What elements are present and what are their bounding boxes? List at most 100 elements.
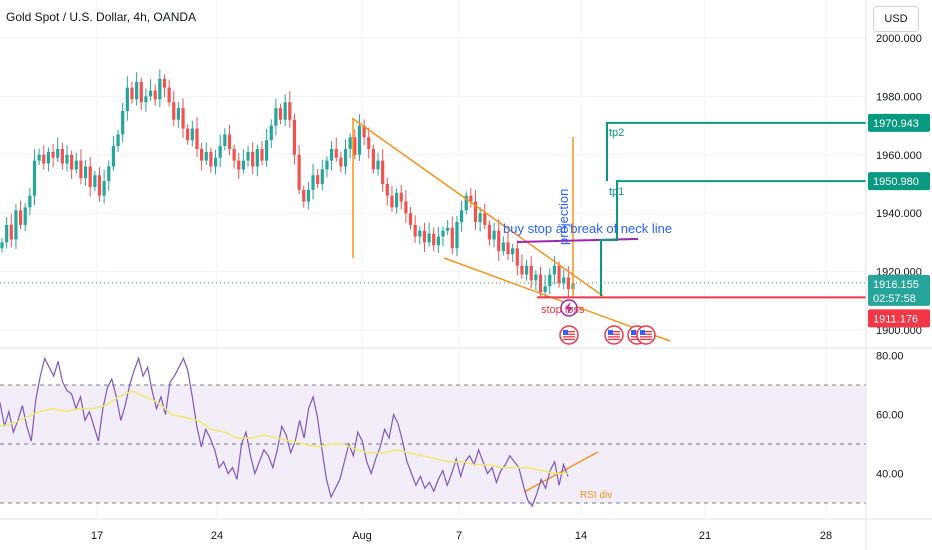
candle	[381, 149, 385, 192]
candle	[511, 243, 515, 262]
candle-body	[121, 111, 125, 135]
candle-body	[135, 81, 139, 100]
candle-body	[543, 286, 547, 293]
candle	[14, 204, 18, 250]
price-badge-text: 1970.943	[873, 118, 919, 130]
candle-body	[418, 230, 422, 237]
candle-body	[176, 108, 181, 120]
candle	[529, 256, 533, 289]
rsi-tick-label: 60.00	[876, 410, 904, 422]
us-event-flag-icon[interactable]	[636, 325, 656, 345]
candle-body	[227, 134, 232, 149]
candle	[274, 98, 278, 136]
candle-body	[158, 78, 162, 100]
us-event-flag-icon[interactable]	[559, 325, 579, 345]
candle	[385, 177, 389, 206]
current-price-badge: 1916.155 02:57:58	[868, 274, 930, 306]
candle	[311, 163, 315, 200]
candle-body	[246, 151, 250, 161]
candle	[497, 219, 501, 261]
candle-body	[376, 160, 380, 170]
wedge-upper-line	[351, 117, 604, 297]
candle	[200, 142, 204, 171]
candle-body	[492, 230, 496, 240]
candle-body	[200, 148, 204, 161]
x-tick-label: 17	[91, 530, 103, 542]
candle-body	[459, 210, 464, 222]
candle-body	[37, 154, 41, 161]
us-event-flag-icon[interactable]	[604, 325, 624, 345]
candle	[125, 76, 129, 121]
candle-body	[548, 274, 552, 287]
candle-body	[74, 160, 78, 170]
candle-body	[116, 134, 120, 147]
candle	[176, 101, 181, 128]
candle	[9, 213, 13, 248]
candle-body	[562, 277, 566, 284]
candle	[265, 128, 269, 167]
y-tick-label: 2000.000	[876, 33, 922, 45]
candle	[548, 268, 552, 295]
candle	[390, 186, 394, 212]
candle-body	[408, 213, 413, 225]
candle-body	[283, 102, 287, 120]
candle-body	[501, 242, 505, 252]
candle	[427, 222, 431, 247]
rsi-tick-label: 80.00	[876, 351, 904, 363]
candle-body	[83, 166, 88, 179]
y-tick-label: 1900.000	[876, 325, 922, 337]
candle	[353, 129, 357, 160]
candle-body	[153, 90, 157, 100]
x-tick-label: Aug	[352, 530, 372, 542]
candle	[288, 90, 292, 128]
candle	[543, 274, 547, 299]
rsi-tick-label: 40.00	[876, 469, 904, 481]
candle-body	[0, 242, 4, 249]
candle	[399, 184, 403, 210]
candle	[371, 144, 375, 174]
candle	[413, 215, 417, 243]
candle	[241, 149, 245, 174]
candle-body	[469, 195, 473, 202]
symbol-title[interactable]: Gold Spot / U.S. Dollar, 4h, OANDA	[6, 10, 197, 24]
candle-body	[371, 148, 375, 170]
candle-body	[487, 224, 492, 240]
candle-body	[9, 224, 13, 240]
candle	[394, 188, 399, 214]
candle-body	[167, 87, 171, 103]
candle	[320, 159, 324, 191]
rsi-div-label: RSI div	[580, 490, 612, 501]
candle	[251, 142, 255, 175]
candle-body	[334, 148, 338, 158]
candle	[144, 88, 148, 112]
candle-body	[399, 192, 403, 202]
candle-body	[292, 119, 297, 155]
candle-body	[42, 154, 46, 164]
candle-body	[70, 154, 74, 170]
candle	[278, 103, 283, 125]
candle	[121, 103, 125, 143]
candle	[213, 149, 218, 175]
candle	[404, 190, 408, 223]
candle	[330, 141, 334, 171]
candle	[436, 226, 440, 254]
stop-loss-label: stop loss	[541, 304, 585, 316]
candle	[74, 152, 78, 174]
candle	[167, 79, 171, 107]
lightning-icon[interactable]	[560, 299, 578, 317]
candle-body	[348, 137, 352, 149]
candle	[209, 147, 213, 173]
candle-body	[65, 154, 69, 164]
candle-body	[330, 148, 334, 161]
candle	[70, 150, 74, 180]
candle	[232, 144, 236, 169]
currency-button[interactable]: USD	[873, 6, 919, 32]
tp2-target-path	[606, 121, 866, 182]
candle	[162, 74, 167, 98]
candle-body	[478, 213, 482, 222]
candle-body	[107, 166, 111, 182]
stop-price-badge: 1911.176	[868, 309, 930, 328]
candle	[450, 216, 454, 255]
candle	[469, 187, 473, 208]
